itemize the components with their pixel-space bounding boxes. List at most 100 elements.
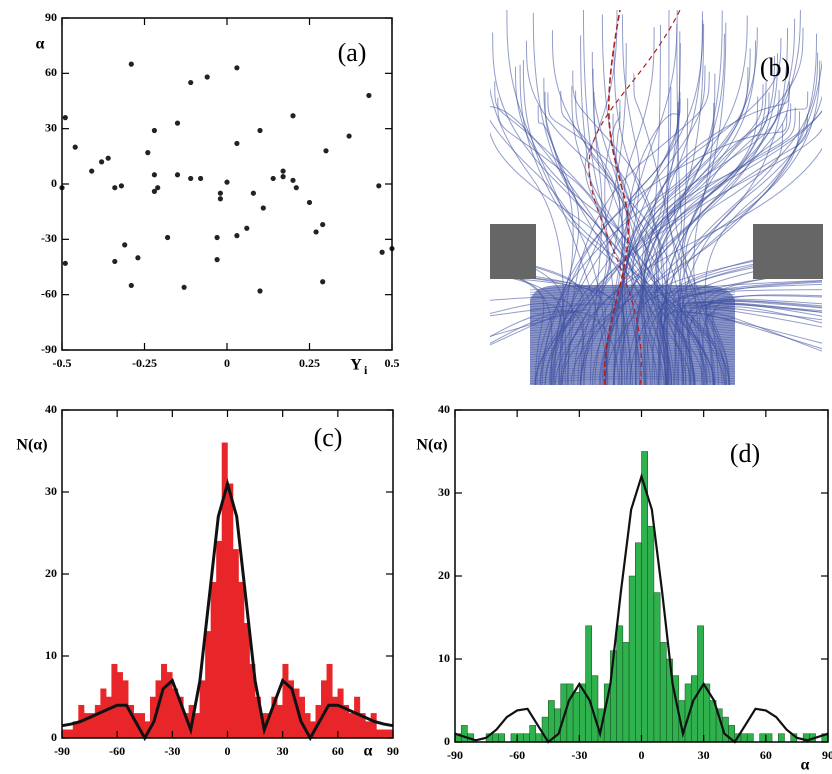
histogram-bar — [232, 549, 239, 739]
scatter-point — [234, 65, 240, 71]
streamline — [529, 371, 736, 377]
x-tick-label: -60 — [109, 744, 125, 758]
histogram-bar — [365, 721, 372, 739]
histogram-bar — [653, 592, 661, 743]
streamline — [631, 109, 679, 385]
histogram-bar — [276, 704, 283, 739]
histogram-bar — [332, 696, 339, 739]
y-tick-label: 60 — [45, 65, 57, 79]
scatter-point — [118, 183, 124, 189]
streamline — [529, 289, 736, 296]
scatter-point — [62, 115, 68, 121]
histogram-bar — [210, 581, 217, 739]
streamline — [621, 27, 655, 385]
scatter-point — [379, 249, 385, 255]
streamline — [572, 70, 669, 385]
scatter-point — [234, 140, 240, 147]
streamline — [529, 356, 736, 363]
scatter-point — [214, 257, 220, 263]
streamline — [529, 347, 736, 353]
histogram-bar — [566, 683, 574, 743]
scatter-point — [250, 190, 256, 196]
scatter-point — [217, 196, 223, 202]
streamline — [633, 73, 692, 385]
scatter-point — [290, 113, 296, 119]
scatter-point — [214, 234, 220, 241]
histogram-bar — [510, 733, 518, 743]
scatter-point — [234, 233, 240, 239]
streamline — [490, 87, 564, 385]
histogram-bar — [498, 733, 505, 743]
x-tick-label: 30 — [277, 744, 289, 758]
scatter-point — [366, 92, 372, 99]
streamline — [567, 71, 710, 385]
histogram-bar — [746, 733, 754, 743]
scatter-point — [188, 79, 194, 86]
scatter-point — [112, 258, 118, 265]
scatter-point — [99, 159, 105, 165]
y-axis-label: N(α) — [416, 437, 447, 454]
streamline — [529, 313, 736, 320]
scatter-point — [128, 282, 134, 289]
histogram-bar — [523, 733, 530, 743]
x-tick-label: -30 — [571, 748, 587, 762]
x-axis-label: Y — [350, 357, 362, 374]
streamline — [604, 10, 678, 385]
scatter-point — [72, 144, 78, 150]
x-tick-label: -0.5 — [53, 356, 72, 370]
scatter-point — [135, 255, 141, 261]
streamline — [646, 280, 822, 385]
scatter-point — [280, 168, 286, 174]
streamline — [529, 320, 736, 327]
streamline — [490, 273, 584, 385]
histogram-bar — [94, 704, 101, 739]
streamline — [702, 306, 822, 385]
streamline — [529, 306, 736, 312]
y-tick-label: 0 — [444, 734, 450, 748]
histogram-bar — [492, 733, 499, 743]
histogram-bar — [61, 729, 68, 739]
scatter-point — [128, 61, 134, 67]
x-axis-label-subscript: i — [364, 363, 368, 377]
streamline — [529, 296, 736, 303]
electrode-block — [753, 224, 823, 279]
streamline — [634, 52, 819, 385]
histogram-bar — [585, 625, 593, 743]
x-tick-label: 30 — [698, 748, 710, 762]
scatter-point — [217, 190, 223, 196]
histogram-bar — [616, 625, 624, 743]
y-tick-label: -60 — [41, 286, 57, 300]
histogram-bar — [659, 642, 667, 743]
histogram-bar — [216, 540, 223, 739]
histogram-bar — [740, 733, 748, 743]
panel-label: (c) — [314, 423, 343, 452]
histogram-bar — [759, 733, 767, 743]
scatter-point — [151, 172, 157, 178]
streamline — [529, 375, 736, 382]
x-tick-label: -60 — [509, 748, 525, 762]
histogram-bar — [348, 713, 355, 739]
streamline — [529, 373, 736, 380]
scatter-point — [151, 188, 157, 194]
scatter-point — [270, 175, 276, 182]
scatter-point — [89, 168, 95, 174]
streamline — [593, 92, 626, 385]
streamline — [529, 330, 736, 336]
scatter-point — [174, 172, 181, 178]
histogram-bar — [370, 713, 377, 739]
streamline — [529, 294, 736, 300]
streamline — [529, 339, 736, 346]
x-tick-label: 0 — [224, 356, 230, 370]
streamline — [529, 308, 736, 315]
panel-label: (d) — [730, 439, 760, 468]
streamline — [529, 335, 736, 341]
scatter-point — [224, 179, 230, 185]
scatter-point — [155, 185, 161, 191]
streamline — [529, 368, 736, 375]
streamline — [529, 291, 736, 298]
streamline — [529, 299, 736, 305]
y-tick-label: 30 — [45, 120, 57, 134]
streamline — [529, 325, 736, 332]
scatter-point — [112, 185, 118, 191]
streamline — [494, 81, 696, 385]
